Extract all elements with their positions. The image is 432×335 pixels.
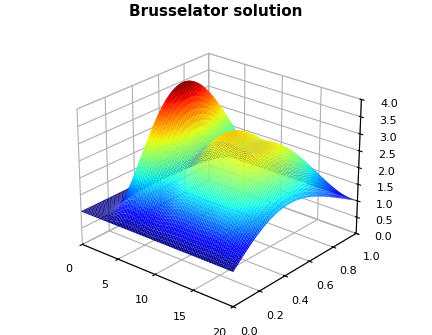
Title: Brusselator solution: Brusselator solution [129,4,303,19]
